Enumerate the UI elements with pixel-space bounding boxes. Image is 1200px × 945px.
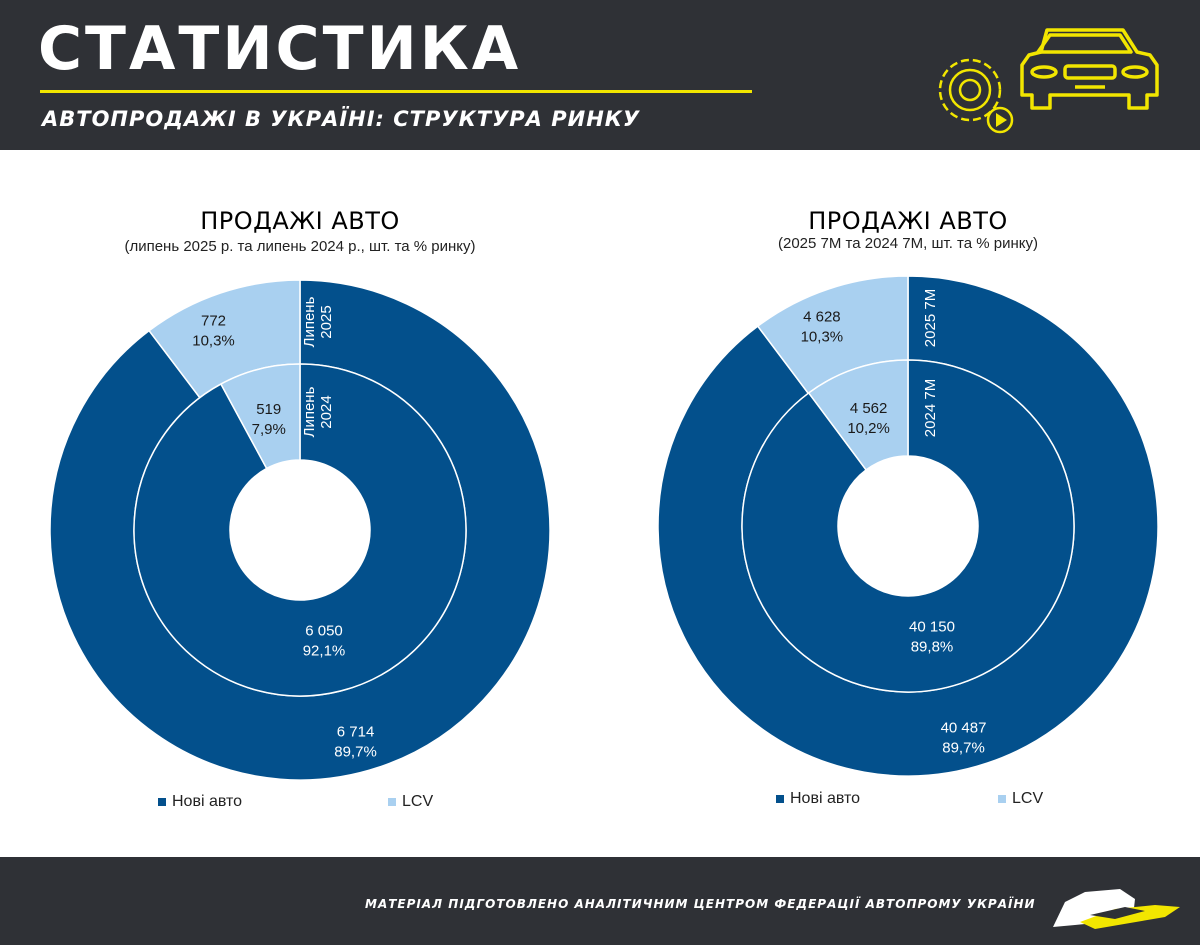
slice-inner-new-cars — [133, 363, 467, 697]
data-label-value: 4 562 — [850, 400, 888, 417]
gear-icon — [938, 58, 1002, 122]
legend-label: Нові авто — [790, 790, 861, 807]
ring-label-inner: 2024 7М — [922, 379, 939, 437]
data-label-percent: 89,7% — [942, 740, 985, 757]
header-illustration — [938, 28, 1159, 134]
page-title: СТАТИСТИКА — [38, 14, 522, 84]
data-label-percent: 89,8% — [911, 638, 954, 655]
data-label-value: 40 150 — [909, 618, 955, 635]
donut-chart: 40 487 89,7% 4 628 10,3% 2025 7М 40 150 89,8% 4… — [657, 275, 1159, 777]
legend-item-new-cars: Нові авто — [158, 793, 242, 811]
legend-swatch — [388, 798, 396, 806]
chart-title: ПРОДАЖІ АВТО — [200, 207, 400, 235]
data-label-value: 6 050 — [305, 622, 343, 639]
legend-swatch — [998, 795, 1006, 803]
page-subtitle: АВТОПРОДАЖІ В УКРАЇНІ: СТРУКТУРА РИНКУ — [42, 107, 641, 131]
data-label-percent: 7,9% — [252, 421, 286, 438]
data-label-value: 772 — [201, 313, 226, 330]
play-icon — [986, 106, 1014, 134]
slice-inner-lcv — [219, 363, 301, 470]
ring-label-inner: Липень2024 — [301, 386, 335, 437]
legend-item-new-cars: Нові авто — [776, 790, 860, 808]
slice-inner-lcv — [807, 359, 909, 471]
data-label-percent: 10,3% — [801, 329, 844, 346]
legend-swatch — [158, 798, 166, 806]
chart-subtitle: (2025 7М та 2024 7М, шт. та % ринку) — [778, 235, 1038, 252]
data-label-value: 4 628 — [803, 309, 841, 326]
chart-subtitle: (липень 2025 р. та липень 2024 р., шт. т… — [124, 238, 476, 255]
data-label-percent: 10,2% — [847, 420, 890, 437]
data-label-value: 6 714 — [337, 724, 375, 741]
legend-label: LCV — [1012, 790, 1044, 807]
federation-logo — [1053, 889, 1180, 929]
footer-text: МАТЕРІАЛ ПІДГОТОВЛЕНО АНАЛІТИЧНИМ ЦЕНТРО… — [365, 897, 1036, 911]
ring-label-outer: Липень2025 — [301, 296, 335, 347]
data-label-percent: 89,7% — [334, 744, 377, 761]
data-label-value: 519 — [256, 401, 281, 418]
legend-item-lcv: LCV — [388, 793, 433, 811]
legend-swatch — [776, 795, 784, 803]
ring-label-outer: 2025 7М — [922, 289, 939, 347]
header: СТАТИСТИКА АВТОПРОДАЖІ В УКРАЇНІ: СТРУКТ… — [0, 0, 1200, 150]
data-label-value: 40 487 — [941, 720, 987, 737]
slice-inner-new-cars — [741, 359, 1075, 693]
donut-chart: 6 714 89,7% 772 10,3% Липень2025 6 050 92,1% 51… — [49, 279, 551, 781]
chart-july: ПРОДАЖІ АВТО (липень 2025 р. та липень 2… — [40, 195, 560, 825]
chart-7-months: ПРОДАЖІ АВТО (2025 7М та 2024 7М, шт. та… — [648, 195, 1168, 825]
chart-title: ПРОДАЖІ АВТО — [808, 207, 1008, 235]
legend-item-lcv: LCV — [998, 790, 1043, 808]
car-icon — [1020, 28, 1159, 110]
legend-label: LCV — [402, 793, 434, 810]
header-accent-line — [40, 90, 752, 93]
legend-label: Нові авто — [172, 793, 243, 810]
data-label-percent: 92,1% — [303, 642, 346, 659]
data-label-percent: 10,3% — [192, 333, 235, 350]
footer: МАТЕРІАЛ ПІДГОТОВЛЕНО АНАЛІТИЧНИМ ЦЕНТРО… — [0, 857, 1200, 945]
